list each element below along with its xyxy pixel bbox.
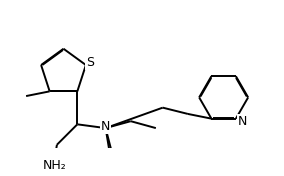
Text: S: S [86, 56, 94, 69]
Text: NH₂: NH₂ [43, 159, 66, 172]
Text: N: N [237, 115, 247, 128]
Text: N: N [101, 120, 110, 133]
